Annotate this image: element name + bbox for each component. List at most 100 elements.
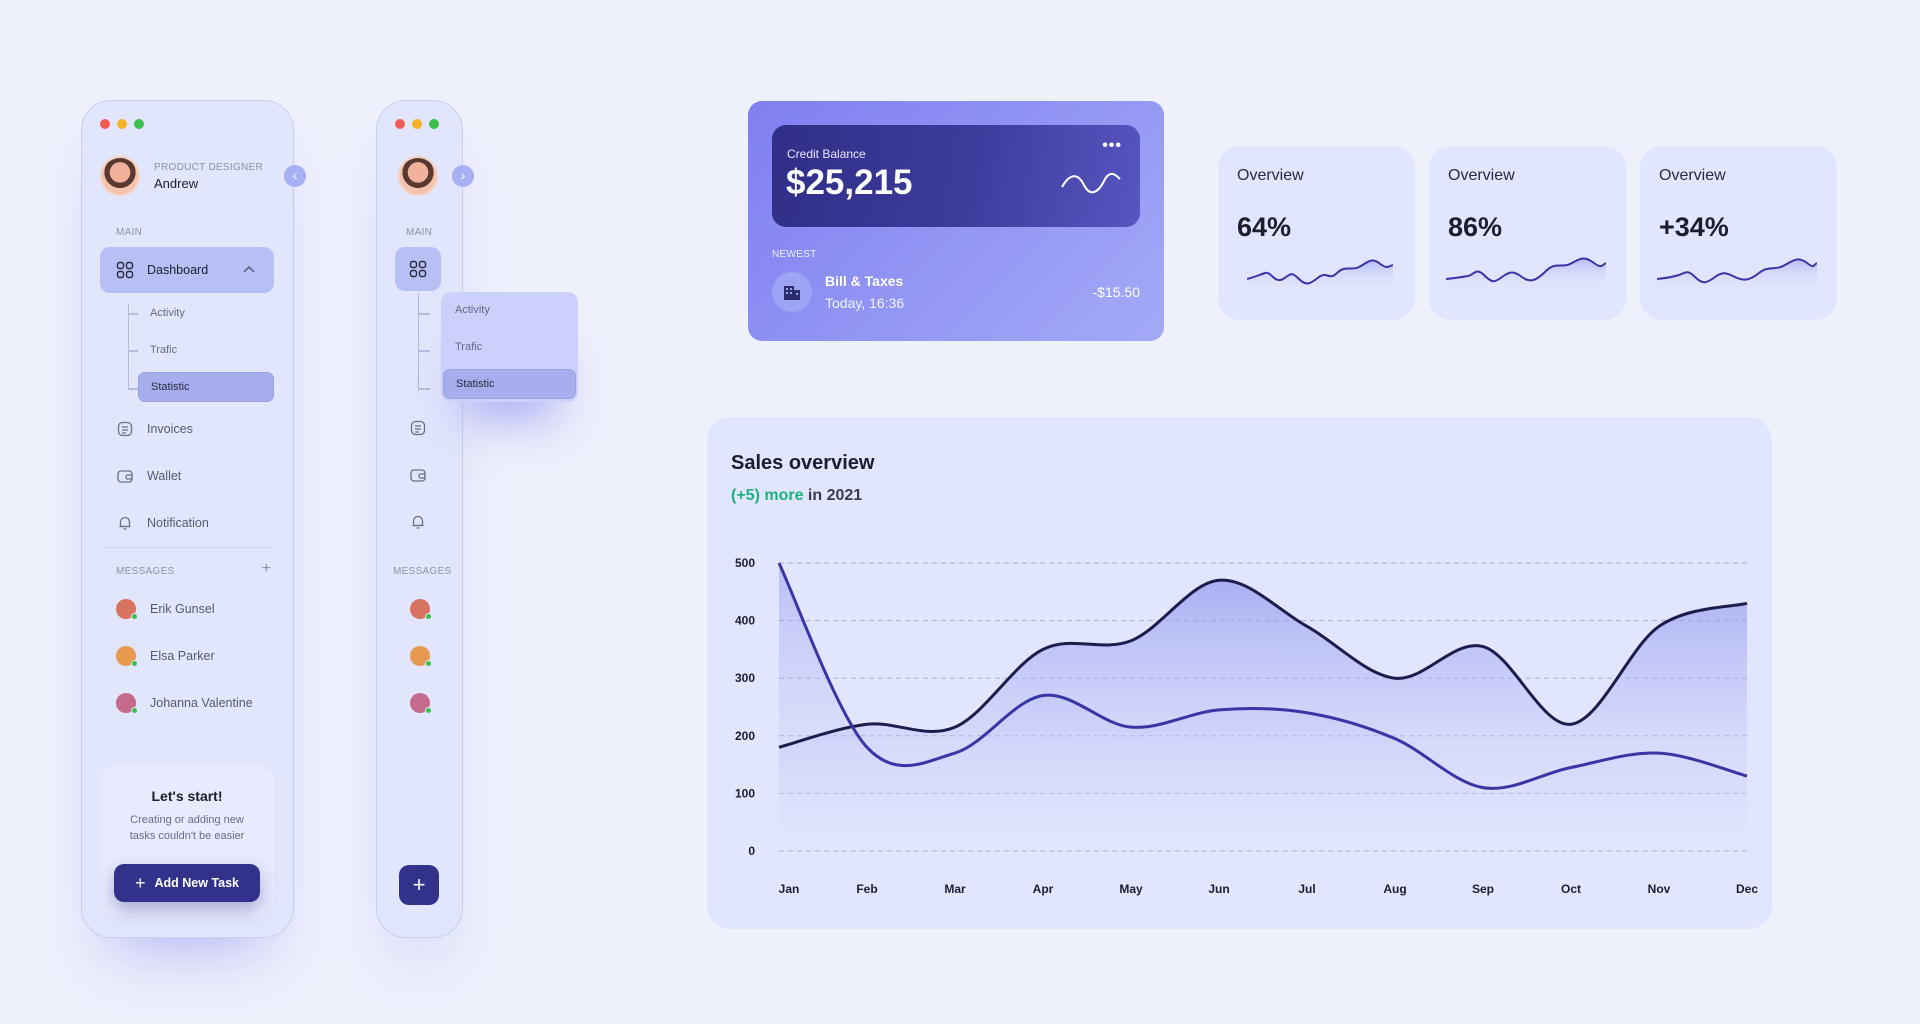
section-label-main: MAIN	[116, 227, 143, 238]
add-message-button[interactable]: +	[261, 560, 271, 577]
avatar	[410, 693, 432, 714]
contact-name: Erik Gunsel	[150, 602, 215, 616]
x-tick-label: Dec	[1736, 882, 1758, 896]
chevron-up-icon[interactable]	[242, 263, 256, 277]
overview-title: Overview	[1237, 167, 1304, 184]
sidebar-item-notification[interactable]	[395, 500, 441, 544]
x-tick-label: Feb	[856, 882, 877, 896]
newest-label: NEWEST	[772, 249, 817, 260]
sales-growth: (+5) more	[731, 487, 804, 504]
sidebar-item-notification[interactable]: Notification	[100, 500, 274, 546]
bell-icon	[412, 515, 424, 529]
add-new-task-button[interactable]: + Add New Task	[114, 864, 260, 902]
window-controls	[395, 119, 439, 129]
message-contact[interactable]	[410, 646, 432, 667]
sidebar-item-label: Wallet	[147, 469, 182, 483]
building-icon	[772, 272, 812, 312]
add-new-task-button[interactable]: +	[399, 865, 439, 905]
x-tick-label: Nov	[1648, 882, 1671, 896]
x-tick-label: Aug	[1383, 882, 1406, 896]
sales-year: in 2021	[807, 487, 863, 504]
credit-balance-label: Credit Balance	[787, 147, 866, 161]
maximize-dot[interactable]	[134, 119, 144, 129]
sidebar-item-invoices[interactable]	[395, 406, 441, 450]
series-line	[777, 562, 1748, 790]
expand-sidebar-button[interactable]: ›	[452, 165, 474, 187]
sidebar-item-dashboard[interactable]: Dashboard	[100, 247, 274, 293]
sidebar-item-wallet[interactable]	[395, 453, 441, 497]
minimize-dot[interactable]	[117, 119, 127, 129]
series-line	[778, 578, 1748, 749]
close-dot[interactable]	[395, 119, 405, 129]
submenu-tree-line	[128, 304, 130, 389]
maximize-dot[interactable]	[429, 119, 439, 129]
start-card-text: Creating or adding new tasks couldn't be…	[129, 814, 245, 842]
message-contact[interactable]	[410, 693, 432, 714]
overview-title: Overview	[1448, 167, 1515, 184]
credit-card[interactable]: Credit Balance $25,215 •••	[772, 125, 1140, 227]
mini-sidebar: › MAIN MESSAGES	[376, 100, 474, 938]
sidebar-item-label: Notification	[147, 516, 209, 530]
submenu-item-activity[interactable]: Activity	[455, 304, 490, 316]
sparkline	[1446, 257, 1606, 291]
y-tick-label: 100	[735, 786, 755, 800]
user-name: Andrew	[154, 175, 199, 191]
collapse-sidebar-button[interactable]: ‹	[284, 165, 306, 187]
transaction-amount: -$15.50	[1092, 284, 1140, 300]
x-tick-label: Jun	[1208, 882, 1229, 896]
section-label-main: MAIN	[406, 227, 433, 238]
divider	[100, 547, 274, 548]
overview-card[interactable]: Overview +34%	[1640, 146, 1837, 320]
contact-name: Elsa Parker	[150, 649, 215, 663]
message-contact[interactable]: Elsa Parker	[116, 646, 215, 667]
minimize-dot[interactable]	[412, 119, 422, 129]
series-area	[779, 563, 1747, 851]
tree-branch	[418, 388, 430, 390]
y-tick-label: 200	[735, 729, 755, 743]
overview-card[interactable]: Overview 86%	[1429, 146, 1626, 320]
message-contact[interactable]: Johanna Valentine	[116, 693, 253, 714]
avatar[interactable]	[398, 156, 438, 196]
overview-value: 64%	[1237, 212, 1292, 242]
user-profile[interactable]: PRODUCT DESIGNER Andrew	[100, 156, 263, 196]
wallet-icon	[117, 470, 133, 483]
y-tick-label: 0	[748, 844, 755, 858]
y-tick-label: 300	[735, 671, 755, 685]
sidebar-item-wallet[interactable]: Wallet	[100, 453, 274, 499]
avatar	[100, 156, 140, 196]
sales-subtitle: (+5) more in 2021	[731, 487, 862, 505]
submenu-item-trafic[interactable]: Trafic	[150, 344, 178, 356]
tree-branch	[128, 313, 138, 315]
avatar	[116, 646, 138, 667]
y-tick-label: 500	[735, 556, 755, 570]
invoice-icon	[117, 421, 133, 437]
sidebar-item-dashboard[interactable]	[395, 247, 441, 291]
submenu-item-statistic[interactable]: Statistic	[443, 369, 576, 399]
start-card-title: Let's start!	[151, 788, 223, 804]
close-dot[interactable]	[100, 119, 110, 129]
sidebar-item-invoices[interactable]: Invoices	[100, 406, 274, 452]
section-label-messages: MESSAGES	[116, 566, 175, 577]
more-options-icon[interactable]: •••	[1102, 137, 1122, 154]
message-contact[interactable]	[410, 599, 432, 620]
tree-branch	[418, 350, 430, 352]
overview-value: +34%	[1659, 212, 1729, 242]
sidebar-item-label: Dashboard	[147, 263, 209, 277]
add-task-label: Add New Task	[154, 876, 240, 890]
avatar	[116, 693, 138, 714]
x-tick-label: Jan	[779, 882, 800, 896]
x-tick-label: May	[1119, 882, 1143, 896]
overview-card[interactable]: Overview 64%	[1218, 146, 1415, 320]
invoice-icon	[410, 420, 426, 436]
submenu-item-statistic[interactable]: Statistic	[138, 372, 274, 402]
overview-title: Overview	[1659, 167, 1726, 184]
sparkline	[1247, 259, 1393, 291]
submenu-item-activity[interactable]: Activity	[150, 307, 185, 319]
submenu-item-trafic[interactable]: Trafic	[455, 341, 483, 353]
tree-branch	[418, 313, 430, 315]
message-contact[interactable]: Erik Gunsel	[116, 599, 215, 620]
tree-branch	[128, 350, 138, 352]
sales-chart[interactable]: 0 100 200 300 400 500 Jan Feb Mar Apr May Jun Jul Aug…	[707, 417, 1772, 929]
grid-icon	[409, 260, 427, 278]
credit-balance-widget: Credit Balance $25,215 ••• NEWEST Bill &…	[748, 101, 1164, 341]
